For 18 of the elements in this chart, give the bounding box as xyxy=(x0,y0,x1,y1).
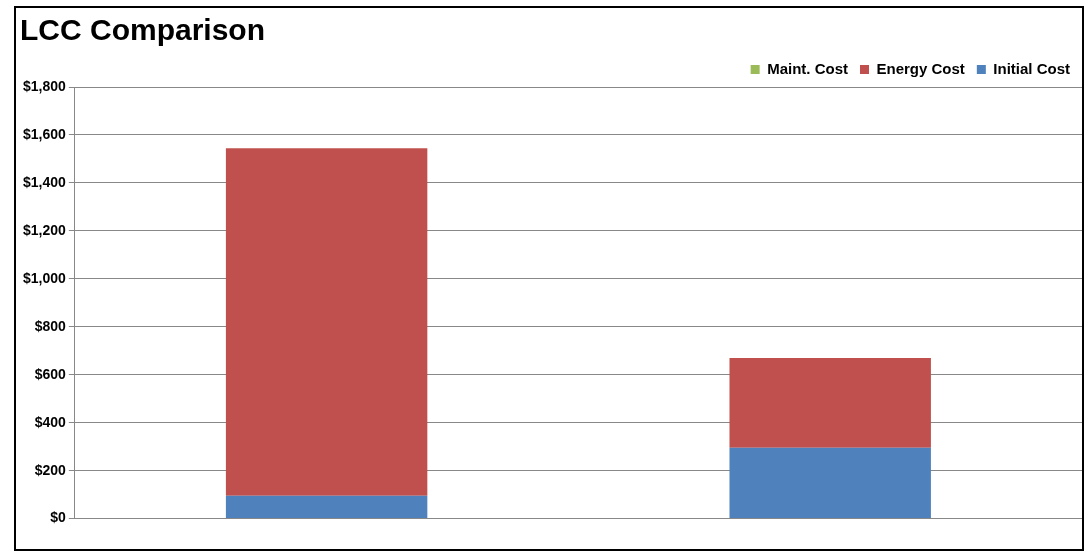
y-tick-label: $600 xyxy=(34,365,67,382)
y-tick-label: $400 xyxy=(34,413,67,430)
y-tick-label: $1,600 xyxy=(22,125,67,142)
bar xyxy=(225,495,428,519)
bar xyxy=(729,357,931,448)
chart-title: LCC Comparison xyxy=(20,13,266,47)
y-tick-label: $0 xyxy=(50,509,67,526)
legend-label: Initial Cost xyxy=(993,59,1070,77)
legend-label: Maint. Cost xyxy=(767,59,848,77)
bar xyxy=(729,447,931,519)
y-tick-label: $1,400 xyxy=(22,173,67,190)
y-tick-label: $1,800 xyxy=(22,77,67,94)
y-tick-label: $1,200 xyxy=(22,221,67,238)
legend-label: Energy Cost xyxy=(876,59,965,77)
bar xyxy=(225,148,428,496)
y-tick-label: $800 xyxy=(34,317,67,334)
y-tick-label: $1,000 xyxy=(22,269,67,286)
y-tick-label: $200 xyxy=(34,461,67,478)
